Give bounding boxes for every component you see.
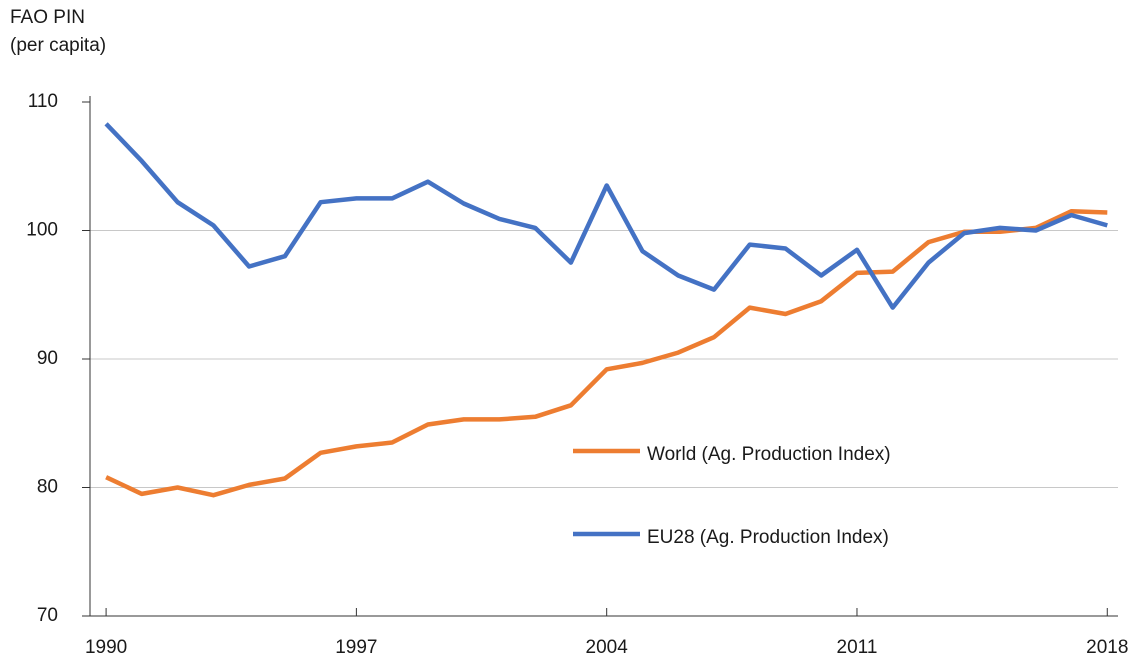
legend-label: World (Ag. Production Index) bbox=[647, 444, 891, 465]
y-tick-label: 100 bbox=[26, 220, 58, 241]
y-tick-label: 80 bbox=[37, 477, 58, 498]
y-tick-label: 90 bbox=[37, 348, 58, 369]
series-line bbox=[104, 122, 1108, 310]
y-axis-label: FAO PIN bbox=[10, 7, 85, 28]
y-axis-label: (per capita) bbox=[10, 35, 106, 56]
series-line bbox=[105, 208, 1108, 498]
y-tick-label: 70 bbox=[37, 605, 58, 626]
x-tick-label: 1990 bbox=[85, 637, 127, 658]
x-tick-label: 2018 bbox=[1086, 637, 1128, 658]
legend-label: EU28 (Ag. Production Index) bbox=[647, 527, 889, 548]
x-tick-label: 1997 bbox=[335, 637, 377, 658]
y-tick-label: 110 bbox=[28, 91, 58, 112]
x-tick-label: 2011 bbox=[837, 637, 878, 658]
x-tick-label: 2004 bbox=[586, 637, 629, 658]
